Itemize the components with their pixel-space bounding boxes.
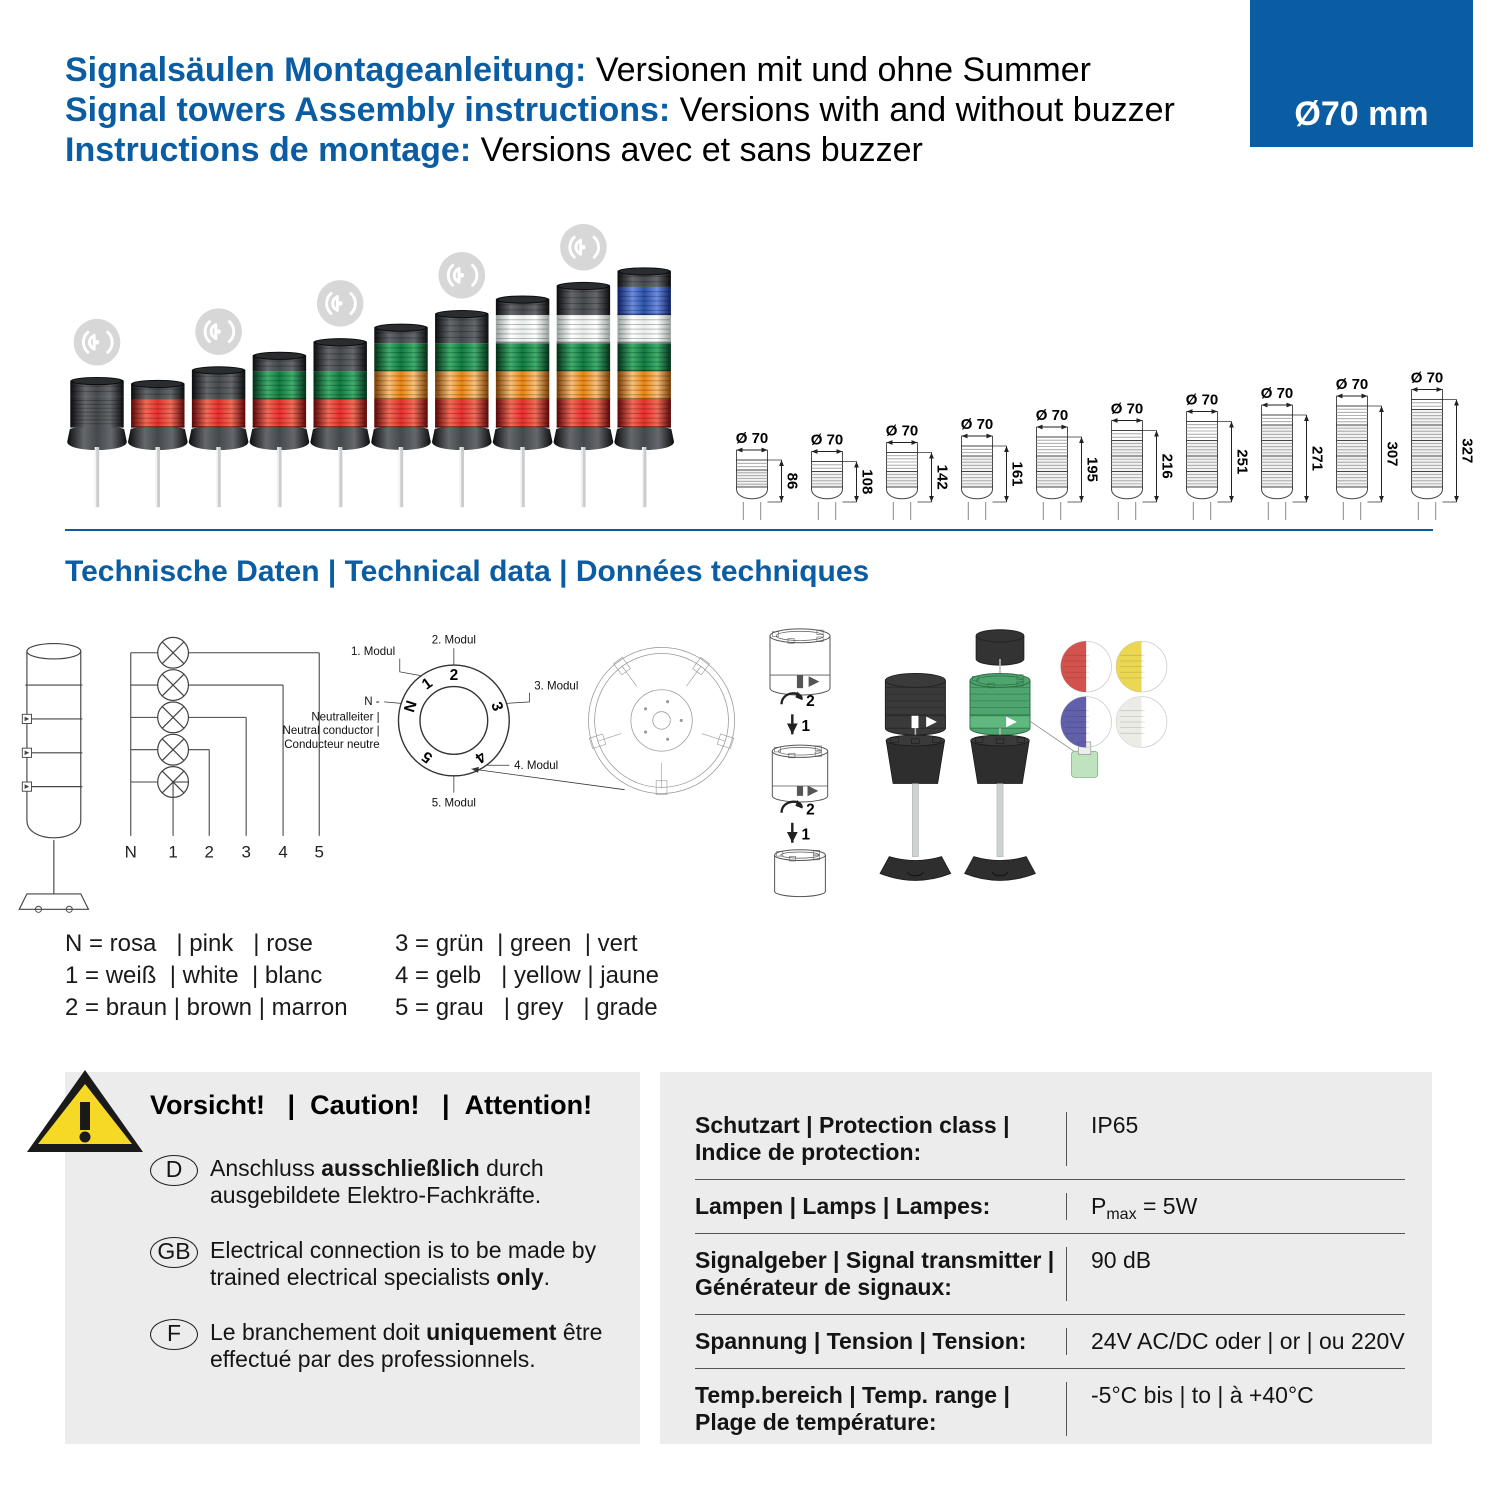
svg-text:Neutral conductor |: Neutral conductor | (283, 725, 380, 737)
svg-text:161: 161 (1009, 461, 1026, 486)
svg-text:Ø 70: Ø 70 (1411, 370, 1444, 387)
svg-text:2: 2 (806, 693, 815, 710)
svg-text:307: 307 (1384, 441, 1401, 466)
svg-text:N -: N - (364, 696, 380, 708)
svg-text:5. Modul: 5. Modul (432, 798, 476, 810)
svg-text:2: 2 (205, 842, 214, 861)
svg-text:86: 86 (784, 473, 801, 490)
svg-text:1: 1 (802, 827, 811, 844)
svg-text:3: 3 (487, 700, 506, 713)
svg-text:4: 4 (472, 747, 489, 766)
svg-text:1. Modul: 1. Modul (351, 646, 395, 658)
svg-text:271: 271 (1309, 446, 1326, 471)
svg-text:Ø 70: Ø 70 (886, 423, 919, 440)
svg-text:251: 251 (1234, 449, 1251, 474)
svg-text:142: 142 (934, 465, 951, 490)
svg-text:327: 327 (1459, 438, 1476, 463)
svg-text:3. Modul: 3. Modul (534, 681, 578, 693)
svg-text:Ø 70: Ø 70 (1111, 401, 1144, 418)
svg-text:Ø 70: Ø 70 (1186, 392, 1219, 409)
svg-text:5: 5 (419, 747, 436, 766)
svg-text:Ø 70: Ø 70 (961, 416, 994, 433)
svg-text:216: 216 (1159, 454, 1176, 479)
svg-text:4. Modul: 4. Modul (514, 760, 558, 772)
svg-text:Ø 70: Ø 70 (811, 432, 844, 449)
svg-text:Conducteur neutre: Conducteur neutre (284, 739, 379, 751)
svg-text:1: 1 (802, 718, 811, 735)
svg-text:5: 5 (315, 842, 324, 861)
svg-text:2: 2 (806, 801, 815, 818)
svg-text:108: 108 (859, 469, 876, 494)
svg-text:1: 1 (419, 674, 436, 693)
svg-text:3: 3 (241, 842, 250, 861)
svg-text:Ø 70: Ø 70 (1336, 376, 1369, 393)
svg-text:Ø 70: Ø 70 (1261, 385, 1294, 402)
svg-text:Ø 70: Ø 70 (1036, 407, 1069, 424)
svg-text:2: 2 (450, 667, 459, 684)
svg-text:4: 4 (278, 842, 287, 861)
svg-text:2. Modul: 2. Modul (432, 635, 476, 647)
svg-text:N: N (401, 699, 421, 715)
svg-text:Neutralleiter |: Neutralleiter | (311, 711, 379, 723)
svg-text:1: 1 (168, 842, 177, 861)
svg-text:195: 195 (1084, 457, 1101, 482)
svg-text:Ø 70: Ø 70 (736, 430, 769, 447)
svg-text:N: N (125, 842, 137, 861)
